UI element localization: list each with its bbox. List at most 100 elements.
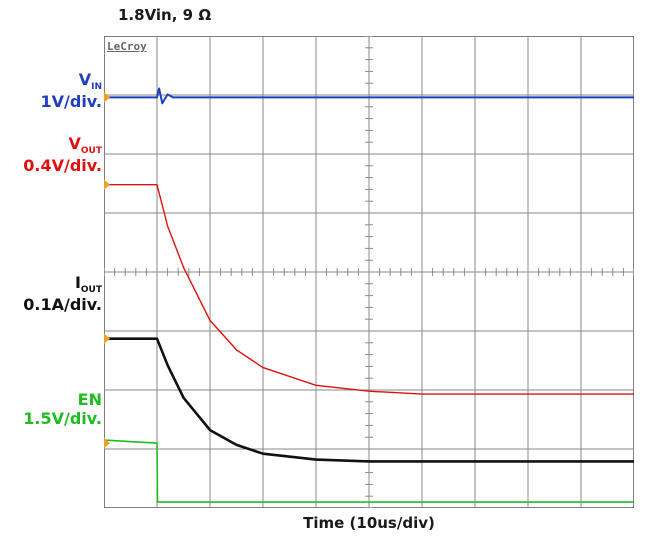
marker-iout — [104, 333, 110, 344]
grid-dot — [220, 448, 222, 450]
grid-dot — [167, 448, 169, 450]
grid-dot — [347, 448, 349, 450]
trace-vout — [104, 183, 634, 395]
marker-vin — [104, 92, 110, 103]
grid-dot — [516, 94, 518, 96]
vin-label: VIN 1V/div. — [4, 70, 103, 112]
grid-dot — [432, 94, 434, 96]
channel-markers — [104, 92, 110, 449]
grid-dot — [548, 94, 550, 96]
grid-dot — [622, 448, 624, 450]
grid-dot — [294, 448, 296, 450]
grid-dot — [379, 448, 381, 450]
vout-scale: 0.4V/div. — [23, 156, 102, 176]
trace-vin — [104, 87, 634, 105]
grid-dot — [601, 94, 603, 96]
grid-dot — [326, 448, 328, 450]
grid-dot — [559, 448, 561, 450]
grid-dot — [591, 448, 593, 450]
chart-title: 1.8Vin, 9 Ω — [118, 6, 212, 24]
brand-logo-text: LeCroy — [107, 40, 147, 53]
grid-dot — [400, 94, 402, 96]
grid-dot — [294, 94, 296, 96]
grid-dot — [569, 448, 571, 450]
grid-dot — [453, 448, 455, 450]
grid-dot — [495, 448, 497, 450]
grid-dot — [273, 448, 275, 450]
iout-sub: OUT — [80, 285, 102, 296]
grid-dot — [485, 94, 487, 96]
grid-dot — [400, 448, 402, 450]
grid-dot — [135, 94, 137, 96]
grid-dot — [463, 94, 465, 96]
grid-dot — [612, 448, 614, 450]
marker-en — [104, 437, 110, 449]
vin-sub: IN — [91, 82, 102, 93]
grid-dot — [177, 94, 179, 96]
grid-dot — [220, 94, 222, 96]
grid-dot — [612, 94, 614, 96]
vout-label: VOUT 0.4V/div. — [4, 134, 102, 175]
grid-dot — [410, 448, 412, 450]
grid-dot — [114, 94, 116, 96]
vin-name: V — [78, 70, 92, 89]
grid-dot — [230, 94, 232, 96]
grid-dot — [463, 448, 465, 450]
iout-label: IOUT 0.1A/div. — [4, 273, 102, 314]
grid-dot — [410, 94, 412, 96]
grid-dot — [135, 448, 137, 450]
trace-iout — [104, 337, 634, 463]
grid-dot — [273, 94, 275, 96]
vout-name: V — [68, 134, 81, 153]
grid-dot — [389, 94, 391, 96]
marker-vout — [104, 179, 110, 190]
grid-dot — [283, 448, 285, 450]
grid-dot — [601, 448, 603, 450]
grid-dot — [485, 448, 487, 450]
grid-dot — [559, 94, 561, 96]
grid-dot — [569, 94, 571, 96]
grid-dot — [198, 94, 200, 96]
grid-dot — [251, 94, 253, 96]
grid-dot — [453, 94, 455, 96]
en-scale: 1.5V/div. — [23, 409, 102, 428]
trace-en — [104, 439, 634, 503]
grid-dot — [177, 448, 179, 450]
grid-dot — [241, 448, 243, 450]
grid-dot — [326, 94, 328, 96]
vout-sub: OUT — [80, 146, 102, 157]
grid-dot — [304, 94, 306, 96]
grid-dot — [124, 94, 126, 96]
grid-dot — [622, 94, 624, 96]
grid-dot — [506, 448, 508, 450]
grid-dot — [188, 448, 190, 450]
grid-dot — [188, 94, 190, 96]
grid-dot — [114, 448, 116, 450]
grid-dot — [516, 448, 518, 450]
iout-name: I — [74, 273, 81, 292]
iout-scale: 0.1A/div. — [23, 295, 102, 315]
grid-dot — [432, 448, 434, 450]
grid-dot — [506, 94, 508, 96]
grid-dot — [336, 448, 338, 450]
grid-dot — [538, 94, 540, 96]
grid-dot — [347, 94, 349, 96]
grid-dot — [442, 94, 444, 96]
grid-dot — [379, 94, 381, 96]
traces — [104, 87, 634, 503]
grid-dot — [357, 94, 359, 96]
grid-dot — [241, 94, 243, 96]
grid-dot — [389, 448, 391, 450]
x-axis-label: Time (10us/div) — [303, 514, 435, 532]
grid-dot — [145, 94, 147, 96]
grid-dot — [145, 448, 147, 450]
vin-scale: 1V/div. — [40, 92, 103, 112]
grid-dot — [304, 448, 306, 450]
grid-dot — [336, 94, 338, 96]
grid-dot — [283, 94, 285, 96]
grid-dot — [538, 448, 540, 450]
grid-dot — [357, 448, 359, 450]
grid-dot — [198, 448, 200, 450]
grid-dot — [124, 448, 126, 450]
en-name: EN — [77, 390, 102, 409]
